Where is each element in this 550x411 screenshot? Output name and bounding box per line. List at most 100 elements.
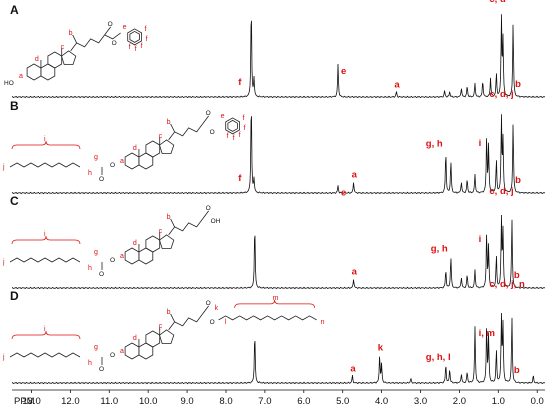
ester-bond <box>104 32 121 40</box>
structure-label: f <box>243 115 245 122</box>
benzene-inner <box>129 30 140 43</box>
peak-label: b <box>515 175 521 186</box>
fatty-chain <box>9 257 81 263</box>
peak-label: b <box>514 365 520 376</box>
structure-label: a <box>120 348 124 355</box>
peak-label: c, d, j, n <box>489 279 525 290</box>
methyl-bond <box>170 123 175 133</box>
fatty-chain <box>9 352 81 358</box>
methyl-bond <box>72 34 77 44</box>
ring-c <box>145 140 161 158</box>
structure-label: e <box>123 24 127 31</box>
panel-letter: A <box>10 3 19 17</box>
structure-label: O <box>99 366 104 373</box>
benzene-ring <box>225 117 241 135</box>
peak-label: i <box>479 234 482 245</box>
structure-label: f <box>239 132 241 139</box>
ring-a <box>124 152 140 170</box>
structure-label: b <box>167 119 171 126</box>
structure-label: O <box>206 205 211 212</box>
peak-label: f <box>238 77 242 88</box>
ring-d <box>61 50 77 65</box>
x-tick-label: 11.0 <box>100 396 118 407</box>
x-tick-label: 6.0 <box>297 396 310 407</box>
x-tick-label: 0.0 <box>531 396 544 407</box>
x-axis-unit-label: PPM <box>14 396 35 407</box>
structure-label: a <box>19 73 23 80</box>
peak-label: i <box>479 138 482 149</box>
x-tick-label: 7.0 <box>258 396 271 407</box>
structure-label: O <box>110 352 115 359</box>
structure-label: g <box>94 344 98 351</box>
peak-label: g, h <box>431 243 448 254</box>
structure-label: g <box>94 249 98 256</box>
structure-label: a <box>120 253 124 260</box>
peak-label: b <box>514 270 520 281</box>
structure-label: f <box>227 133 229 140</box>
structure-label: c <box>159 228 163 235</box>
structure-label: O <box>99 176 104 183</box>
structure-label: b <box>69 30 73 37</box>
structure-label: k <box>215 305 219 312</box>
side-chain <box>168 123 203 141</box>
methyl-bond <box>170 218 175 228</box>
spectrum-trace <box>11 114 546 195</box>
chain-brace <box>11 330 81 340</box>
structure-label: c <box>159 323 163 330</box>
peak-label: c, d, j <box>489 89 513 100</box>
peak-label: f <box>238 173 242 184</box>
structure-label: OH <box>211 218 221 225</box>
spectrum-trace <box>11 312 546 385</box>
structure-label: O <box>210 129 215 136</box>
structure-label: O <box>110 257 115 264</box>
peak-label: e <box>341 187 346 198</box>
structure-label: l <box>225 319 227 326</box>
structure-label: m <box>273 295 279 302</box>
ring-d <box>159 234 175 249</box>
spectrum-panel-c: Ca g, h i c, d, j b <box>10 186 546 290</box>
panel-letter: C <box>10 194 19 208</box>
structure-label: f <box>244 125 246 132</box>
structure-label: h <box>88 360 92 367</box>
structure-label: d <box>35 56 39 63</box>
peak-label: c, d, j <box>489 186 513 197</box>
structure-label: f <box>146 36 148 43</box>
side-chain <box>168 313 203 331</box>
structure-label: h <box>88 265 92 272</box>
x-tick-label: 5.0 <box>336 396 349 407</box>
structure-label: a <box>120 158 124 165</box>
panel-letter: B <box>10 99 19 113</box>
ring-a <box>26 63 42 81</box>
spectrum-trace <box>11 14 546 99</box>
spectrum-trace <box>11 214 546 290</box>
ring-c <box>145 235 161 253</box>
structure-label: j <box>2 164 5 171</box>
x-tick-label: 10.0 <box>139 396 158 407</box>
peak-label: a <box>352 267 358 278</box>
ring-d <box>159 139 175 154</box>
ring-a <box>124 342 140 360</box>
structure-label: d <box>133 240 137 247</box>
ring-d <box>159 329 175 344</box>
structure-label: j <box>2 259 5 266</box>
peak-label: e <box>341 66 346 77</box>
peak-label: g, h <box>426 138 443 149</box>
x-tick-label: 3.0 <box>414 396 427 407</box>
structure-label: f <box>135 46 137 53</box>
structure-label: h <box>88 170 92 177</box>
structure-label: j <box>2 354 5 361</box>
x-tick-label: 1.0 <box>492 396 505 407</box>
x-tick-label: 12.0 <box>61 396 80 407</box>
structure-label: f <box>141 43 143 50</box>
structure-label: n <box>321 319 325 326</box>
structure-label: O <box>108 21 113 28</box>
peak-label: k <box>378 343 384 354</box>
side-chain <box>168 218 203 236</box>
